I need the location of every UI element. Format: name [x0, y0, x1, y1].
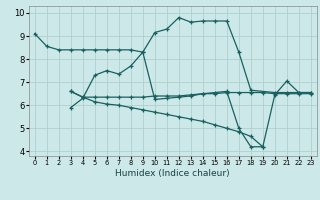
X-axis label: Humidex (Indice chaleur): Humidex (Indice chaleur) [116, 169, 230, 178]
